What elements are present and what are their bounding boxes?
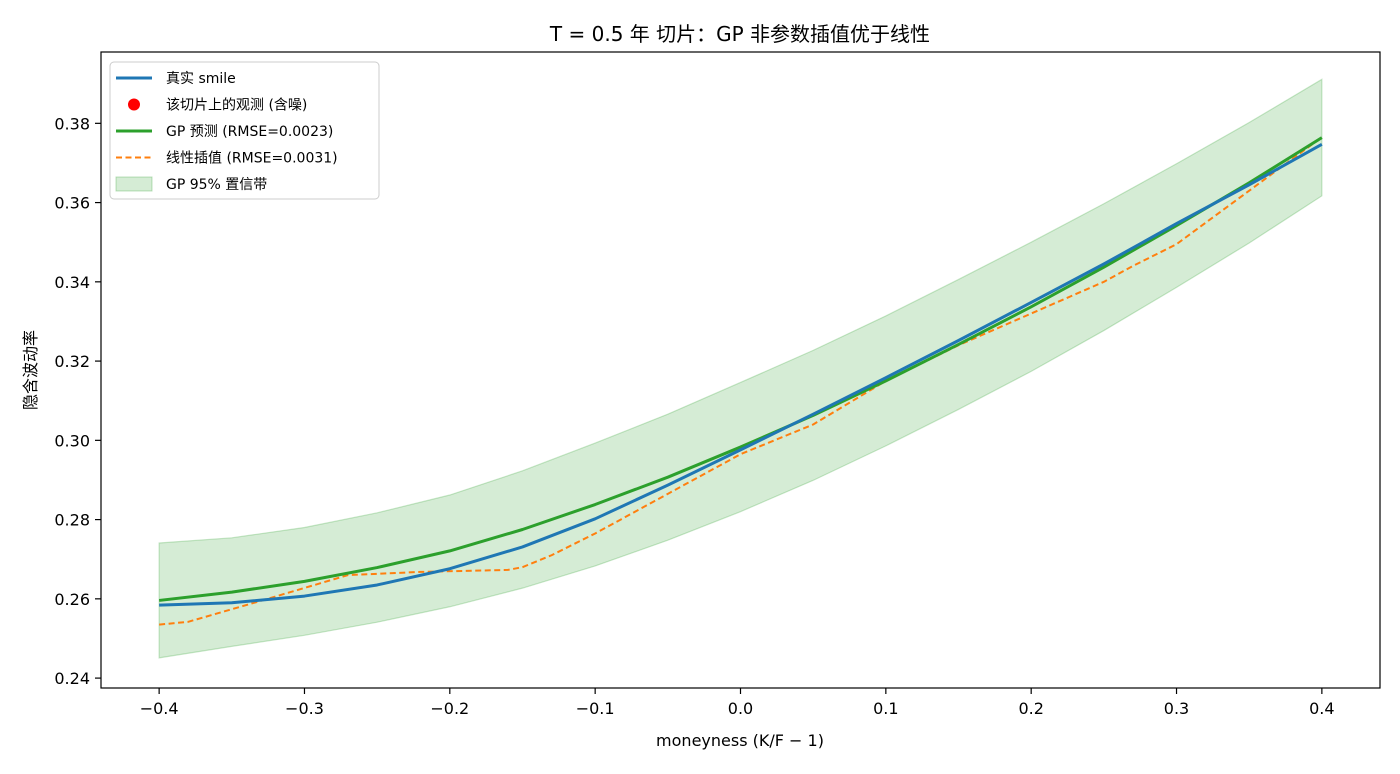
gp-95-confidence-band bbox=[158, 78, 1323, 659]
true-smile-line bbox=[159, 143, 1323, 607]
y-axis: 0.24 0.26 0.28 0.30 0.32 0.34 0.36 0.38 bbox=[54, 114, 101, 688]
y-tick-label: 0.38 bbox=[54, 114, 90, 133]
x-tick-label: 0.1 bbox=[873, 699, 898, 718]
y-tick-label: 0.32 bbox=[54, 352, 90, 371]
gp-prediction-line bbox=[158, 136, 1323, 602]
legend-marker-swatch bbox=[128, 98, 140, 111]
confidence-band-layer bbox=[158, 78, 1323, 659]
y-tick-label: 0.24 bbox=[54, 669, 90, 688]
x-tick-label: −0.4 bbox=[140, 699, 179, 718]
legend-label: 该切片上的观测 (含噪) bbox=[166, 98, 307, 114]
legend-entry-true-smile: 真实 smile bbox=[116, 71, 236, 87]
legend-label: 真实 smile bbox=[166, 71, 236, 87]
y-tick-label: 0.34 bbox=[54, 273, 90, 292]
x-tick-label: 0.2 bbox=[1018, 699, 1043, 718]
legend-box bbox=[109, 61, 380, 200]
legend-label: GP 95% 置信带 bbox=[166, 177, 267, 193]
x-tick-label: 0.4 bbox=[1309, 699, 1334, 718]
y-tick-label: 0.30 bbox=[54, 431, 90, 450]
legend-band-swatch bbox=[115, 176, 153, 192]
legend-label: GP 预测 (RMSE=0.0023) bbox=[166, 124, 333, 140]
legend: 真实 smile 该切片上的观测 (含噪) GP 预测 (RMSE=0.0023) 线… bbox=[109, 61, 380, 200]
x-tick-label: 0.3 bbox=[1164, 699, 1189, 718]
legend-entry-gp-band: GP 95% 置信带 bbox=[115, 176, 267, 193]
y-tick-label: 0.26 bbox=[54, 590, 90, 609]
legend-entry-gp-prediction: GP 预测 (RMSE=0.0023) bbox=[116, 124, 333, 140]
x-tick-label: −0.1 bbox=[576, 699, 615, 718]
x-tick-label: −0.3 bbox=[285, 699, 324, 718]
x-axis-label: moneyness (K/F − 1) bbox=[656, 731, 824, 750]
series-layer bbox=[158, 136, 1323, 626]
linear-interpolation-line bbox=[159, 136, 1323, 626]
y-tick-label: 0.36 bbox=[54, 194, 90, 213]
legend-entry-observations: 该切片上的观测 (含噪) bbox=[128, 98, 307, 114]
legend-entry-linear-interpolation: 线性插值 (RMSE=0.0031) bbox=[116, 151, 338, 167]
x-tick-label: −0.2 bbox=[430, 699, 469, 718]
y-tick-label: 0.28 bbox=[54, 511, 90, 530]
x-tick-label: 0.0 bbox=[728, 699, 753, 718]
x-axis: −0.4 −0.3 −0.2 −0.1 0.0 0.1 0.2 0.3 0.4 bbox=[140, 688, 1335, 718]
y-axis-label: 隐含波动率 bbox=[21, 330, 40, 410]
legend-label: 线性插值 (RMSE=0.0031) bbox=[166, 151, 338, 167]
chart-title: T = 0.5 年 切片：GP 非参数插值优于线性 bbox=[549, 22, 930, 46]
